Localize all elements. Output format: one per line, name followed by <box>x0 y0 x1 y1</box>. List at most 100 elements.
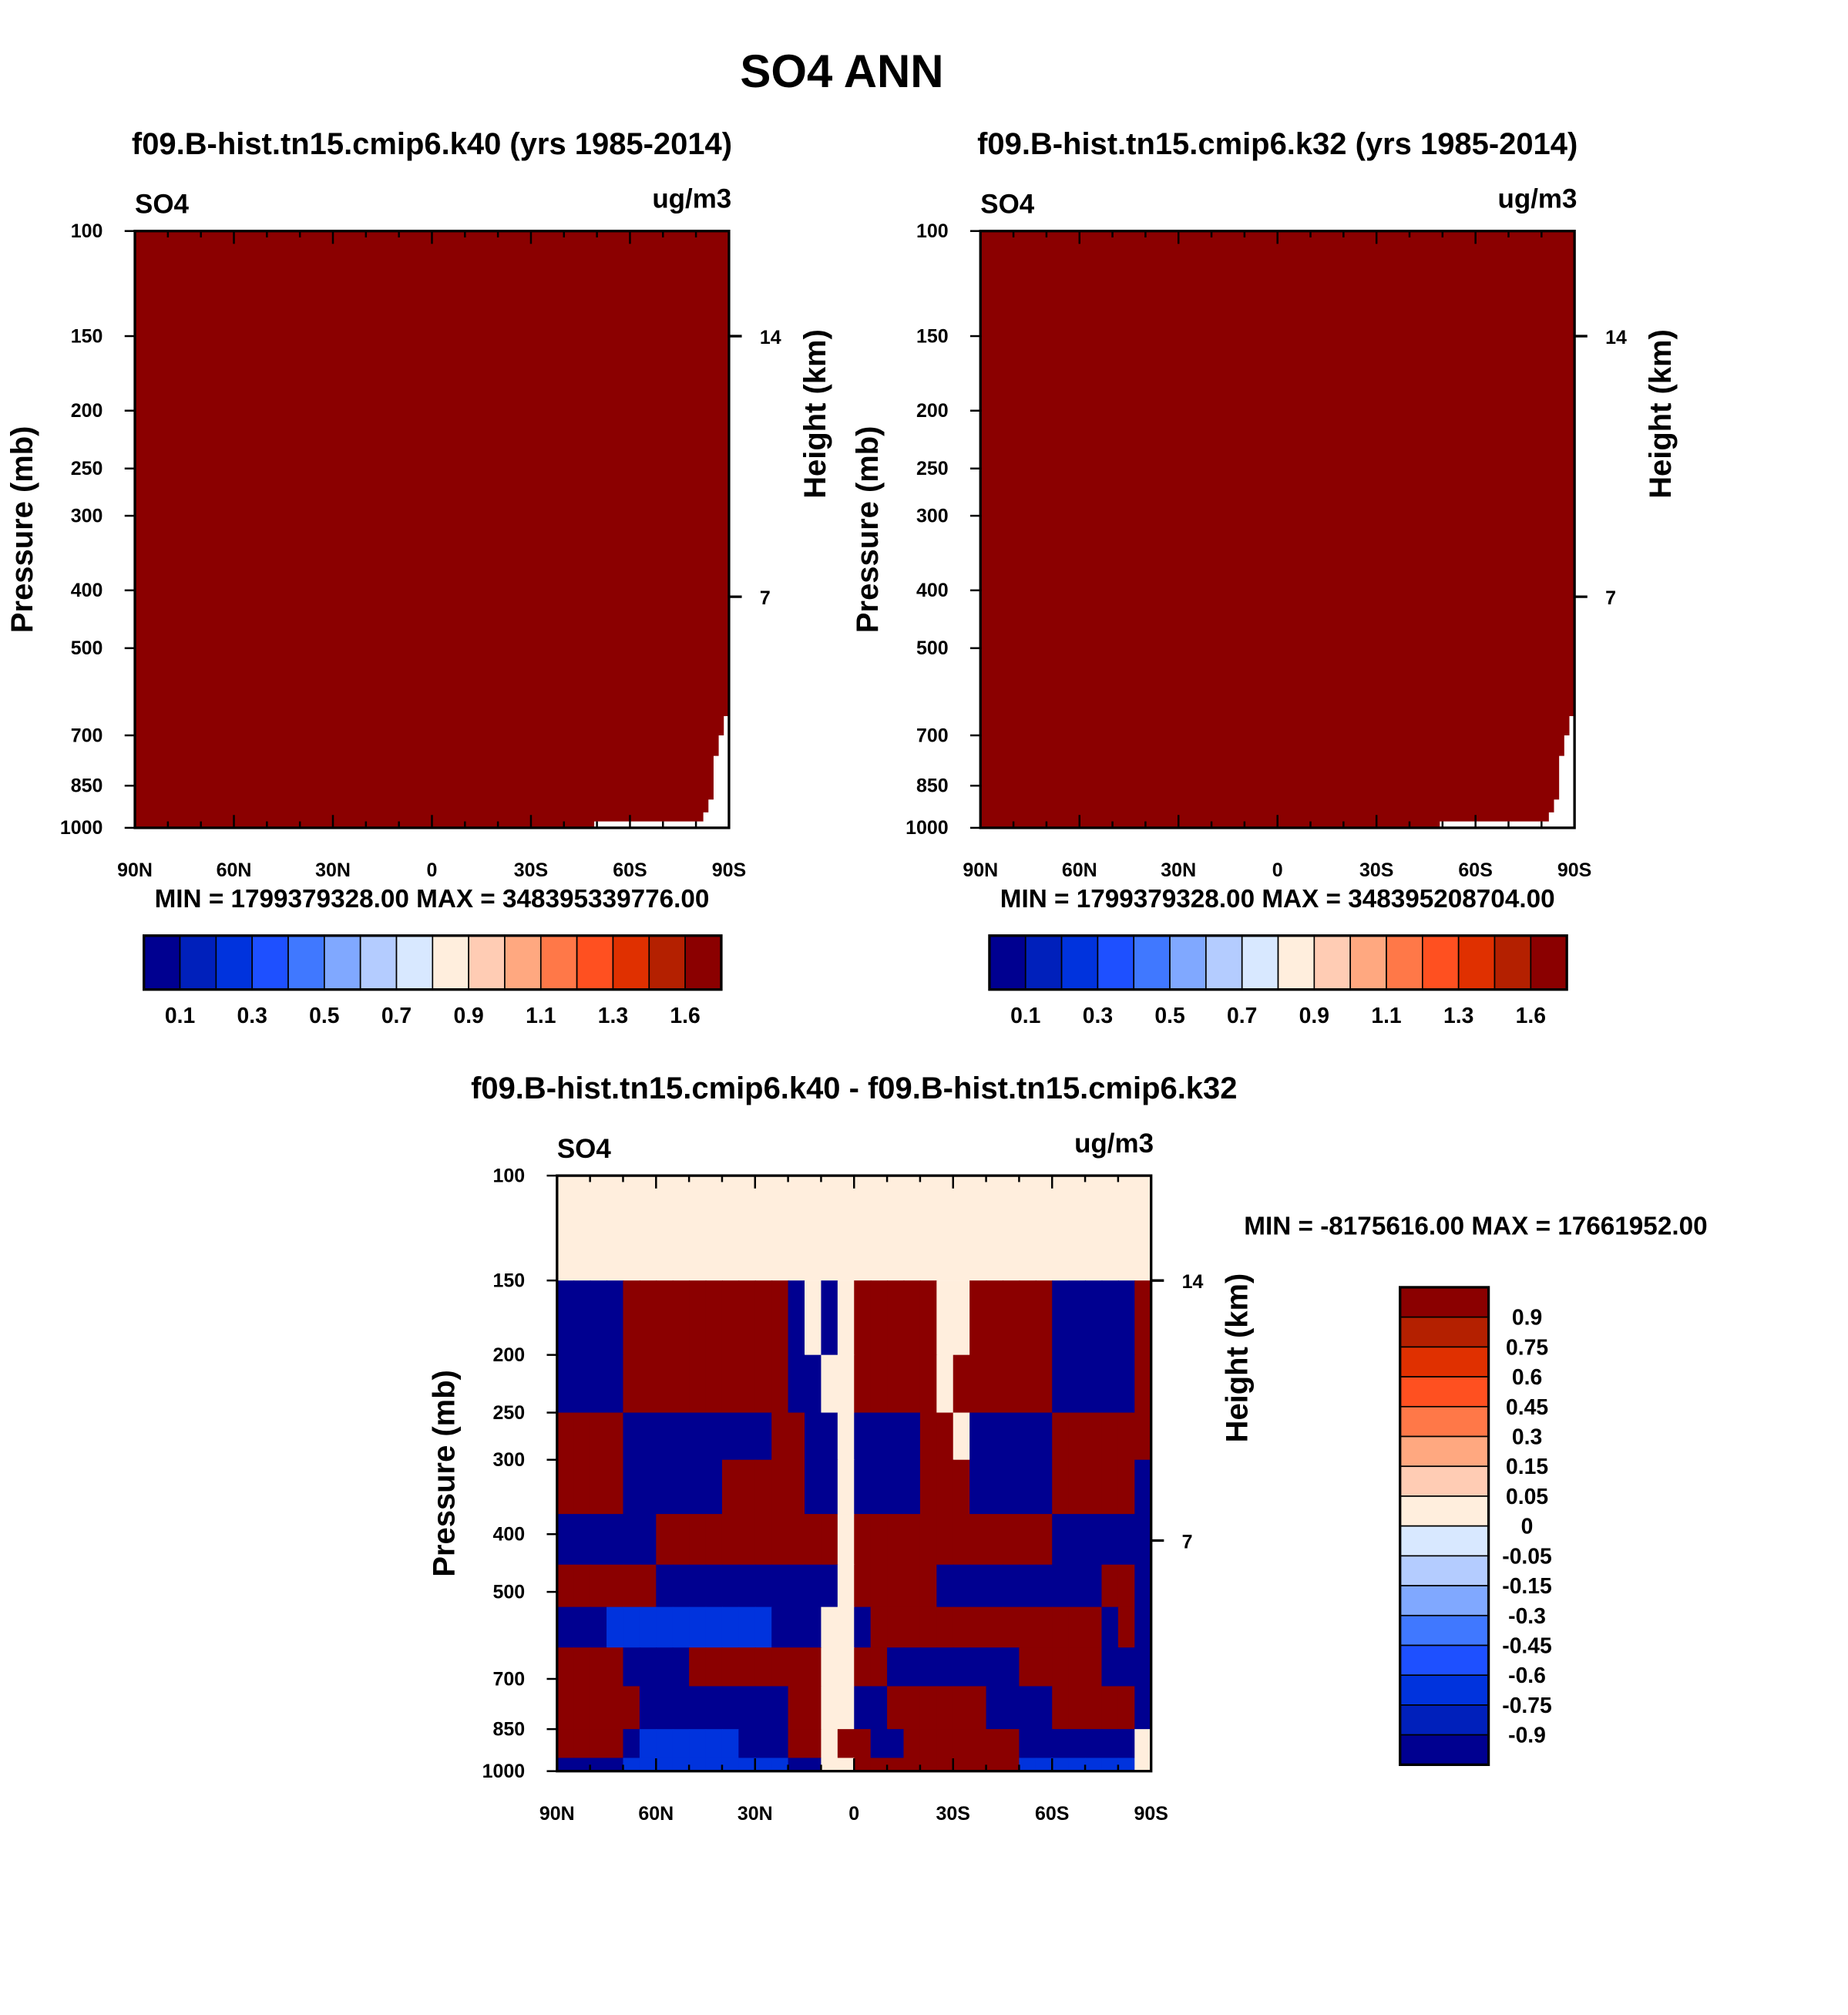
y-tick-label: 300 <box>493 1449 526 1471</box>
y-axis-label: Pressure (mb) <box>851 426 885 634</box>
x-tick-label: 30S <box>936 1803 970 1825</box>
contour-cell <box>705 1647 723 1687</box>
contour-cell <box>721 1564 740 1608</box>
contour-cell <box>1068 1412 1087 1461</box>
contour-cell <box>969 1647 987 1687</box>
contour-cell <box>656 1459 674 1515</box>
contour-cell <box>738 1280 756 1356</box>
contour-cell <box>1019 1564 1037 1608</box>
contour-cell <box>986 1354 1003 1414</box>
contour-cell <box>656 1412 674 1461</box>
contour-cell <box>656 1564 674 1608</box>
colorbar-label: 0.3 <box>1083 1003 1113 1028</box>
contour-cell <box>805 1606 822 1649</box>
contour-cell <box>639 1564 657 1608</box>
contour-cell <box>590 1729 608 1759</box>
colorbar-label: 0 <box>1521 1514 1534 1539</box>
contour-cell <box>788 1758 806 1772</box>
contour-cell <box>1052 1606 1070 1649</box>
y-right-axis-label: Height (km) <box>1644 329 1678 499</box>
contour-cell <box>870 1606 889 1649</box>
colorbar-box <box>215 934 254 991</box>
contour-cell <box>738 1514 756 1566</box>
contour-cell <box>738 1354 756 1414</box>
colorbar-box <box>432 934 469 991</box>
contour-cell <box>556 1686 575 1731</box>
x-tick-label: 30N <box>1161 859 1196 881</box>
contour-cell <box>1002 1280 1020 1356</box>
colorbar-box <box>989 934 1026 991</box>
contour-cell <box>1052 1412 1070 1461</box>
colorbar-box <box>1060 934 1099 991</box>
contour-cell <box>639 1758 657 1772</box>
contour-cell <box>689 1354 707 1414</box>
colorbar-box <box>468 934 506 991</box>
contour-cell <box>754 1354 773 1414</box>
contour-cell <box>639 1280 657 1356</box>
contour-cell <box>805 1280 822 1356</box>
contour-cell <box>573 1564 591 1608</box>
contour-cell <box>821 1354 838 1414</box>
contour-cell <box>721 1606 740 1649</box>
contour-cell <box>623 1564 640 1608</box>
contour-cell <box>771 1686 789 1731</box>
contour-cell <box>754 1459 773 1515</box>
contour-cell <box>1019 1354 1037 1414</box>
min-max-stats: MIN = -8175616.00 MAX = 17661952.00 <box>1244 1213 1707 1241</box>
colorbar-box <box>1399 1346 1490 1378</box>
contour-cell <box>639 1606 657 1649</box>
colorbar-box <box>1277 934 1315 991</box>
contour-cell <box>639 1459 657 1515</box>
contour-cell <box>837 1564 855 1608</box>
contour-cell <box>556 1280 575 1356</box>
contour-cell <box>556 1564 575 1608</box>
contour-cell <box>1052 1280 1070 1356</box>
contour-cell <box>1101 1354 1119 1414</box>
colorbar-box <box>324 934 361 991</box>
contour-cell <box>1002 1686 1020 1731</box>
contour-cell <box>986 1564 1003 1608</box>
contour-cell <box>903 1280 921 1356</box>
contour-cell <box>805 1514 822 1566</box>
y-right-tick-label: 14 <box>1182 1271 1204 1293</box>
y-tick-label: 100 <box>493 1165 526 1186</box>
contour-cell <box>705 1606 723 1649</box>
contour-cell <box>1068 1729 1087 1759</box>
colorbar-box <box>1024 934 1063 991</box>
contour-cell <box>887 1564 905 1608</box>
colorbar-label: 1.6 <box>1516 1003 1546 1028</box>
contour-cell <box>919 1412 938 1461</box>
contour-cell <box>854 1354 872 1414</box>
x-tick-label: 90S <box>712 859 746 881</box>
contour-cell <box>754 1564 773 1608</box>
contour-cell <box>821 1280 838 1356</box>
y-tick-label: 1000 <box>906 817 949 839</box>
contour-cell <box>887 1412 905 1461</box>
contour-cell <box>556 1647 575 1687</box>
colorbar-box <box>1399 1435 1490 1468</box>
contour-cell <box>672 1729 690 1759</box>
contour-cell <box>953 1606 971 1649</box>
contour-cell <box>919 1686 938 1731</box>
contour-cell <box>870 1280 889 1356</box>
y-right-tick-label: 14 <box>760 327 781 348</box>
contour-cell <box>573 1758 591 1772</box>
colorbar-box <box>1399 1674 1490 1706</box>
contour-cell <box>969 1459 987 1515</box>
contour-cell <box>590 1354 608 1414</box>
contour-cell <box>1134 1647 1152 1687</box>
contour-cell <box>590 1647 608 1687</box>
contour-cell <box>837 1354 855 1414</box>
contour-cell <box>870 1354 889 1414</box>
panel-2: 90N 60N 30N 0 30S 60S 90S 100 150 200 250 300 400 500… <box>851 127 1678 1028</box>
contour-cell <box>573 1729 591 1759</box>
contour-cell <box>689 1606 707 1649</box>
y-axis-label: Pressure (mb) <box>5 426 39 634</box>
y-tick-label: 1000 <box>482 1761 526 1782</box>
contour-cell <box>590 1280 608 1356</box>
contour-cell <box>1052 1354 1070 1414</box>
colorbar-label: 0.3 <box>1512 1425 1542 1449</box>
contour-cell <box>805 1354 822 1414</box>
colorbar-label: -0.05 <box>1502 1543 1552 1568</box>
colorbar-label: 0.9 <box>1512 1305 1542 1330</box>
